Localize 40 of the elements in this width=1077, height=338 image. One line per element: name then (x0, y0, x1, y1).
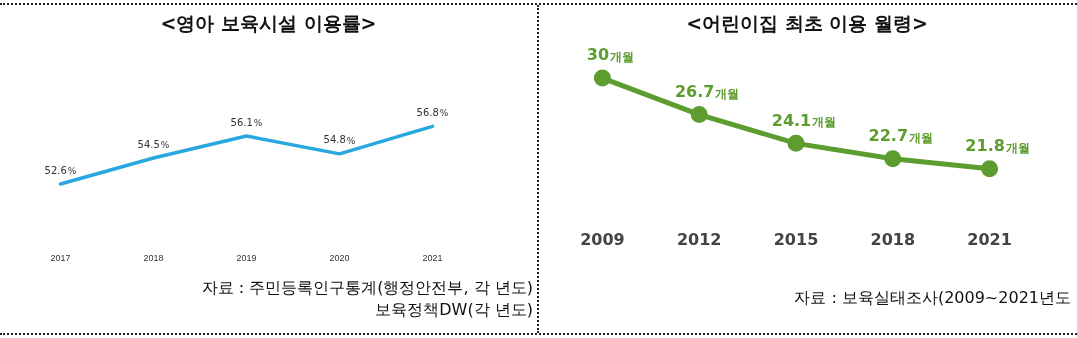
text: 개월 (909, 130, 934, 145)
point (690, 106, 708, 124)
text: 자료 : 주민등록인구통계(행정안전부, 각 년도) (201, 277, 533, 299)
chart-title: <영아 보육시설 이용률> (159, 11, 378, 36)
x-tick-label: 2018 (143, 253, 164, 264)
x-tick-label: 2012 (676, 229, 722, 249)
x-tick-label: 2018 (870, 229, 916, 249)
point (593, 69, 611, 87)
data-label: 24.1 (771, 110, 812, 130)
text: 개월 (610, 50, 635, 65)
text: 보육정책DW(각 년도) (374, 299, 533, 321)
point (981, 160, 999, 178)
point (884, 150, 902, 168)
data-label: 56.8 (416, 106, 439, 118)
data-label: 56.1 (230, 116, 253, 128)
text: % (253, 117, 263, 128)
data-label: 54.5 (137, 138, 160, 150)
data-label: 22.7 (868, 125, 909, 145)
x-tick-label: 2021 (967, 229, 1012, 249)
text: % (67, 165, 77, 176)
x-tick-label: 2009 (580, 229, 625, 249)
data-label: 21.8 (965, 135, 1005, 155)
point (787, 134, 805, 152)
x-tick-label: 2015 (773, 229, 819, 249)
text: % (160, 139, 170, 150)
data-label: 26.7 (674, 81, 715, 101)
text: 개월 (812, 115, 837, 130)
data-label: 52.6 (44, 164, 67, 176)
x-tick-label: 2019 (236, 253, 257, 264)
text: % (346, 135, 356, 146)
x-tick-label: 2020 (329, 253, 350, 264)
data-label: 54.8 (323, 134, 346, 146)
text: 자료 : 보육실태조사(2009~2021년도 (794, 287, 1071, 309)
text: % (439, 108, 449, 119)
text: 개월 (715, 86, 740, 101)
chart-title: <어린이집 최초 이용 월령> (685, 11, 929, 36)
x-tick-label: 2021 (422, 253, 443, 264)
text: 개월 (1005, 140, 1030, 155)
x-tick-label: 2017 (50, 253, 71, 264)
data-label: 30 (586, 45, 610, 65)
